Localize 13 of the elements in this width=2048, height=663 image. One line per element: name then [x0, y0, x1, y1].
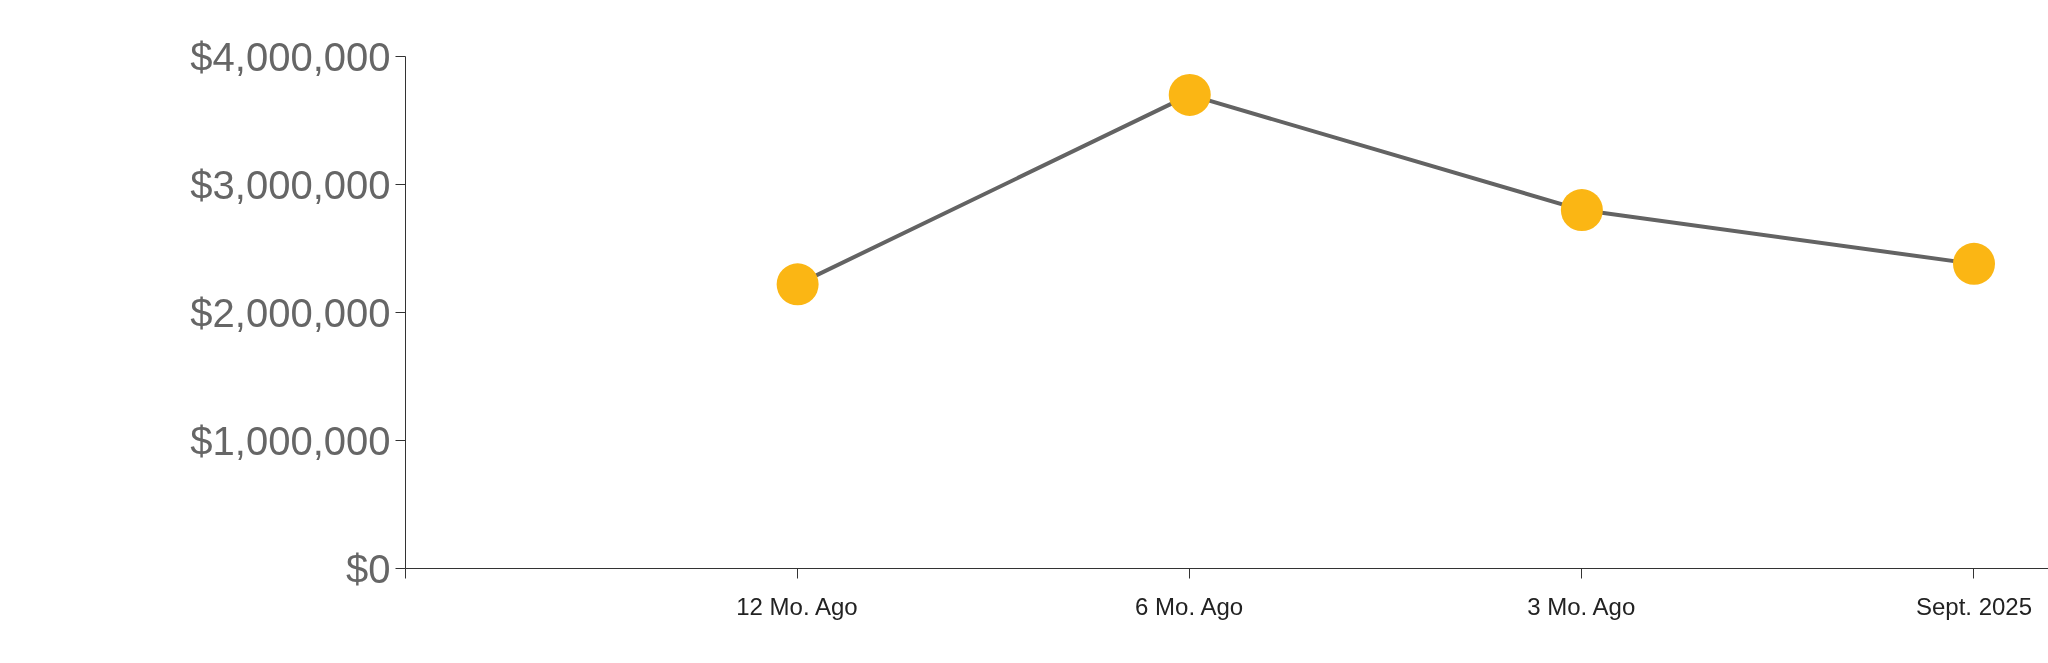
- point: [1560, 189, 1603, 232]
- point: [776, 263, 819, 306]
- point: [1953, 242, 1995, 285]
- x-tick-label: 3 Mo. Ago: [1527, 592, 1636, 620]
- y-tick-label: $2,000,000: [190, 290, 391, 335]
- x-tick-label: 12 Mo. Ago: [736, 592, 858, 620]
- y-tick-label: $4,000,000: [190, 34, 391, 79]
- y-tick-label: $3,000,000: [190, 162, 391, 207]
- point: [1168, 73, 1211, 116]
- y-tick-label: $0: [346, 546, 391, 591]
- x-tick-label: 6 Mo. Ago: [1135, 592, 1244, 620]
- x-tick-label: Sept. 2025: [1915, 592, 2033, 620]
- y-tick-label: $1,000,000: [190, 418, 391, 463]
